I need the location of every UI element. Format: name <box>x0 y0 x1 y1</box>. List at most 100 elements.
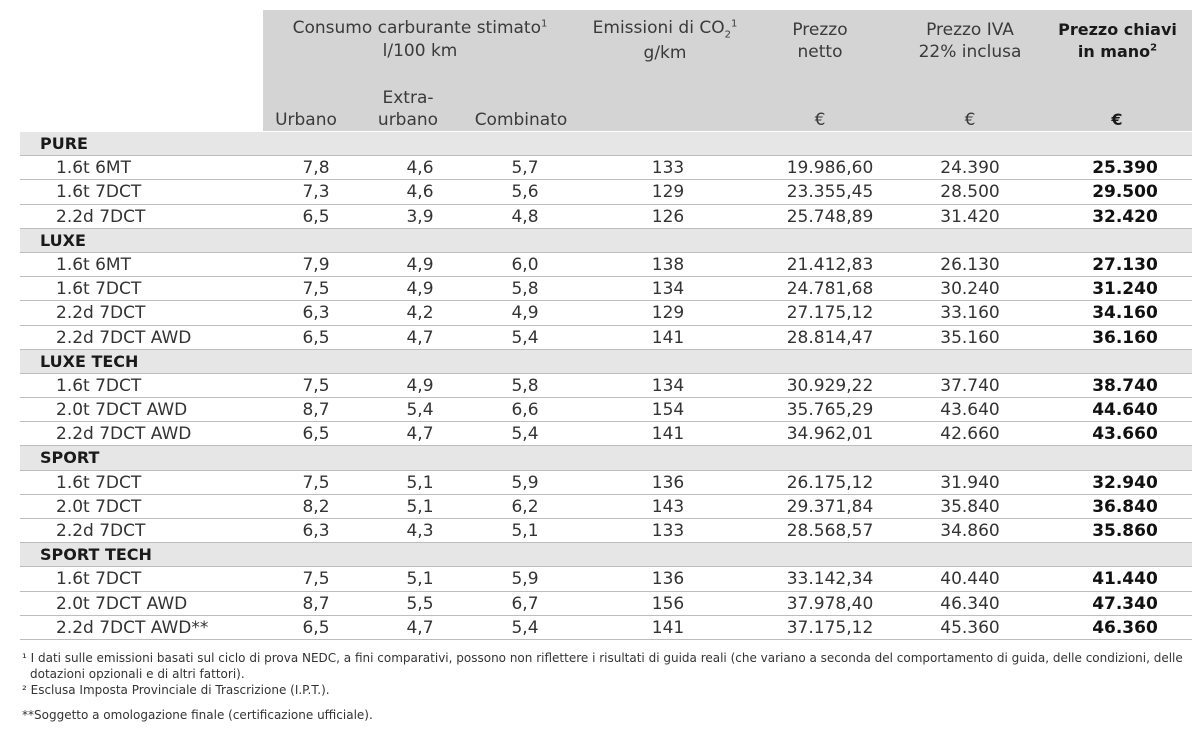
cell-model: 2.2d 7DCT AWD <box>56 327 192 348</box>
header-iva-unit: € <box>964 110 976 130</box>
header-emissioni-title: Emissioni di CO <box>592 18 725 38</box>
header-urbano: Urbano <box>275 110 337 130</box>
cell-chiavi: 41.440 <box>1092 569 1158 590</box>
header-emissioni-sub: 2 <box>724 29 731 41</box>
table-row: 1.6t 7DCT 7,5 5,1 5,9 136 33.142,34 40.440 41.4… <box>20 567 1192 592</box>
cell-chiavi: 25.390 <box>1092 158 1158 179</box>
cell-combinato: 5,1 <box>511 521 539 541</box>
cell-iva: 30.240 <box>940 279 1000 300</box>
cell-netto: 28.568,57 <box>786 521 874 541</box>
cell-combinato: 5,8 <box>511 375 539 396</box>
table-row: 2.2d 7DCT AWD** 6,5 4,7 5,4 141 37.175,12 45.3… <box>20 616 1192 640</box>
cell-combinato: 4,9 <box>511 303 539 324</box>
header-netto-line2: netto <box>797 42 843 62</box>
cell-iva: 34.860 <box>940 521 1000 541</box>
group-name: LUXE <box>40 230 86 250</box>
cell-co2: 133 <box>651 521 685 541</box>
cell-model: 2.2d 7DCT <box>56 521 146 541</box>
cell-chiavi: 27.130 <box>1092 254 1158 275</box>
header-extra-line2: urbano <box>377 110 439 130</box>
cell-iva: 28.500 <box>940 182 1000 203</box>
table-row: 2.0t 7DCT AWD 8,7 5,5 6,7 156 37.978,40 46.340… <box>20 592 1192 616</box>
cell-urbano: 7,9 <box>302 254 330 275</box>
cell-urbano: 6,5 <box>302 617 330 638</box>
group-name: PURE <box>40 134 88 153</box>
cell-chiavi: 35.860 <box>1092 521 1158 541</box>
cell-chiavi: 47.340 <box>1092 593 1158 614</box>
header-consumo: Consumo carburante stimato1 <box>270 17 570 39</box>
header-iva: Prezzo IVA 22% inclusa <box>905 19 1035 63</box>
cell-netto: 37.978,40 <box>786 593 874 614</box>
group-row: LUXE TECH <box>20 349 1192 374</box>
header-netto-unit: € <box>814 110 826 130</box>
cell-netto: 26.175,12 <box>786 472 874 493</box>
cell-co2: 129 <box>651 182 685 203</box>
cell-extra: 5,4 <box>406 400 434 421</box>
cell-urbano: 6,5 <box>302 424 330 445</box>
header-emissioni: Emissioni di CO21 <box>580 17 750 41</box>
footnote-1: ¹ I dati sulle emissioni basati sul cicl… <box>22 651 1183 681</box>
table-row: 2.2d 7DCT 6,3 4,2 4,9 129 27.175,12 33.160 34.1… <box>20 301 1192 326</box>
table-row: 2.2d 7DCT AWD 6,5 4,7 5,4 141 34.962,01 42.660… <box>20 422 1192 447</box>
cell-extra: 4,6 <box>406 158 434 179</box>
cell-urbano: 8,2 <box>302 496 330 517</box>
header-netto-line1: Prezzo <box>792 20 848 40</box>
cell-iva: 46.340 <box>940 593 1000 614</box>
cell-model: 2.2d 7DCT <box>56 206 146 227</box>
table-row: 2.2d 7DCT 6,5 3,9 4,8 126 25.748,89 31.420 32.4… <box>20 205 1192 229</box>
cell-extra: 5,5 <box>406 593 434 614</box>
header-extra-urbano: Extra- urbano <box>363 87 453 131</box>
cell-co2: 141 <box>651 424 685 445</box>
cell-co2: 141 <box>651 327 685 348</box>
header-chiavi-unit: € <box>1111 110 1123 129</box>
cell-combinato: 5,4 <box>511 327 539 348</box>
cell-model: 2.0t 7DCT AWD <box>56 400 188 421</box>
cell-chiavi: 36.160 <box>1092 327 1158 348</box>
cell-extra: 5,1 <box>406 496 434 517</box>
table-row: 1.6t 7DCT 7,5 4,9 5,8 134 30.929,22 37.740 38.7… <box>20 374 1192 399</box>
cell-combinato: 5,8 <box>511 279 539 300</box>
table-row: 1.6t 6MT 7,8 4,6 5,7 133 19.986,60 24.390 25.39… <box>20 156 1192 181</box>
cell-netto: 37.175,12 <box>786 617 874 638</box>
group-row: SPORT TECH <box>20 543 1192 568</box>
cell-extra: 5,1 <box>406 569 434 590</box>
cell-netto: 21.412,83 <box>786 254 874 275</box>
cell-extra: 4,7 <box>406 424 434 445</box>
cell-urbano: 7,5 <box>302 279 330 300</box>
cell-combinato: 6,6 <box>511 400 539 421</box>
cell-iva: 40.440 <box>940 569 1000 590</box>
cell-netto: 24.781,68 <box>786 279 874 300</box>
cell-co2: 143 <box>651 496 685 517</box>
cell-combinato: 4,8 <box>511 206 539 227</box>
group-row: SPORT <box>20 446 1192 471</box>
cell-model: 1.6t 7DCT <box>56 182 142 203</box>
header-consumo-unit: l/100 km <box>382 41 458 61</box>
cell-iva: 35.160 <box>940 327 1000 348</box>
group-row: PURE <box>20 132 1192 157</box>
header-consumo-title: Consumo carburante stimato <box>292 18 541 38</box>
cell-extra: 4,3 <box>406 521 434 541</box>
header-netto: Prezzo netto <box>770 19 870 63</box>
cell-chiavi: 46.360 <box>1092 617 1158 638</box>
cell-combinato: 5,4 <box>511 424 539 445</box>
cell-model: 2.2d 7DCT AWD** <box>56 617 209 638</box>
group-name: LUXE TECH <box>40 351 139 371</box>
header-chiavi: Prezzo chiavi in mano2 <box>1050 19 1185 63</box>
group-name: SPORT <box>40 448 100 468</box>
cell-chiavi: 32.420 <box>1092 206 1158 227</box>
cell-urbano: 6,3 <box>302 303 330 324</box>
table-row: 2.0t 7DCT AWD 8,7 5,4 6,6 154 35.765,29 43.640… <box>20 398 1192 423</box>
cell-co2: 154 <box>651 400 685 421</box>
header-consumo-sup: 1 <box>540 18 548 30</box>
cell-iva: 33.160 <box>940 303 1000 324</box>
header-iva-line2: 22% inclusa <box>918 42 1022 62</box>
cell-iva: 24.390 <box>940 158 1000 179</box>
cell-iva: 26.130 <box>940 254 1000 275</box>
cell-netto: 23.355,45 <box>786 182 874 203</box>
cell-netto: 25.748,89 <box>786 206 874 227</box>
cell-urbano: 7,8 <box>302 158 330 179</box>
cell-co2: 133 <box>651 158 685 179</box>
cell-co2: 136 <box>651 569 685 590</box>
cell-combinato: 5,9 <box>511 569 539 590</box>
cell-urbano: 8,7 <box>302 400 330 421</box>
